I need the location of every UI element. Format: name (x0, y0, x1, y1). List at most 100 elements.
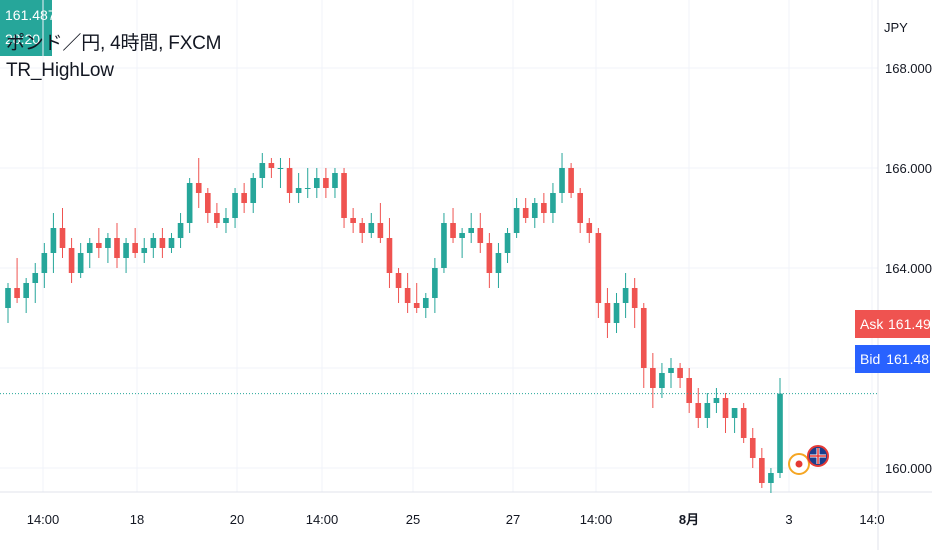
candle-body (695, 403, 702, 418)
candle-body (768, 473, 774, 483)
price-tick-label: 166.000 (885, 161, 932, 176)
candle-body (459, 233, 465, 238)
candle-body (304, 188, 311, 189)
candle-body (386, 238, 393, 273)
candle-body (513, 208, 520, 233)
candle-body (168, 238, 175, 248)
candle-body (404, 288, 411, 303)
candle-body (123, 243, 129, 258)
candle-body (468, 228, 475, 233)
time-tick-label: 18 (130, 512, 144, 527)
candle-body (259, 163, 266, 178)
time-tick-label: 14:00 (306, 512, 339, 527)
candle-body (586, 223, 593, 233)
ask-value: 161.498 (888, 316, 932, 332)
candle-body (223, 218, 229, 223)
candle-body (777, 393, 783, 473)
bid-badge: Bid 161.487 (855, 345, 932, 373)
time-tick-label: 8月 (679, 512, 699, 527)
candle-body (368, 223, 375, 233)
time-tick-label: 14:00 (27, 512, 60, 527)
candle-body (668, 368, 674, 373)
candle-body (595, 233, 602, 303)
candle-body (195, 183, 202, 193)
candle-body (114, 238, 120, 258)
time-tick-label: 14:0 (859, 512, 884, 527)
time-tick-label: 25 (406, 512, 420, 527)
candle-body (295, 188, 302, 193)
bid-value: 161.487 (886, 351, 932, 367)
indicator-title[interactable]: TR_HighLow (6, 60, 114, 81)
candle-body (241, 193, 247, 203)
candle-body (105, 238, 111, 248)
candle-body (622, 288, 629, 303)
currency-label: JPY (884, 20, 908, 35)
candle-body (186, 183, 193, 223)
candle-body (722, 398, 729, 418)
candle-body (377, 223, 384, 238)
time-tick-label: 27 (506, 512, 520, 527)
candle-body (495, 253, 502, 273)
symbol-title[interactable]: ポンド／円, 4時間, FXCM (6, 33, 222, 54)
bid-label: Bid (860, 351, 881, 367)
candle-body (432, 268, 438, 298)
candle-body (441, 223, 447, 268)
candle-body (50, 228, 57, 253)
candle-body (550, 193, 556, 213)
candle-body (59, 228, 66, 248)
candle-body (486, 243, 493, 273)
candle-body (731, 408, 738, 418)
candle-body (86, 243, 93, 253)
candle-body (749, 438, 756, 458)
candle-body (150, 238, 157, 248)
candle-body (613, 303, 620, 323)
candle-body (531, 203, 538, 218)
candle-body (541, 203, 547, 213)
candle-body (350, 218, 356, 223)
bar-countdown: 28:20 (5, 31, 41, 47)
candle-body (204, 193, 211, 213)
candle-body (268, 163, 275, 168)
candle-body (68, 248, 75, 273)
candle-body (740, 408, 747, 438)
candle-body (577, 193, 584, 223)
candle-body (631, 288, 638, 308)
candle-body (413, 303, 420, 308)
candle-body (450, 223, 456, 238)
candle-body (286, 168, 293, 193)
japan-flag-dot (795, 460, 803, 468)
candle-body (686, 378, 692, 403)
candle-body (177, 223, 184, 238)
candle-body (41, 253, 48, 273)
candle-body (313, 178, 320, 188)
candle-body (677, 368, 683, 378)
candle-body (650, 368, 656, 388)
candle-body (5, 288, 11, 308)
candle-body (395, 273, 402, 288)
candle-body (341, 173, 347, 218)
candle-body (759, 458, 765, 483)
candle-body (332, 173, 338, 188)
time-tick-label: 20 (230, 512, 244, 527)
candle-body (604, 303, 611, 323)
candle-body (323, 178, 329, 188)
candle-body (77, 253, 84, 273)
candle-body (141, 248, 148, 253)
price-tick-label: 160.000 (885, 461, 932, 476)
candle-body (522, 208, 529, 218)
candle-body (96, 243, 102, 248)
candle-body (250, 178, 257, 203)
candle-body (214, 213, 220, 223)
ask-badge: Ask 161.498 (855, 310, 932, 338)
time-tick-label: 14:00 (580, 512, 613, 527)
candle-body (422, 298, 429, 308)
price-tick-label: 164.000 (885, 261, 932, 276)
candle-body (232, 193, 238, 218)
candle-body (704, 403, 711, 418)
candle-body (477, 228, 484, 243)
candle-body (659, 373, 665, 388)
candle-body (14, 288, 20, 298)
candle-body (568, 168, 574, 193)
